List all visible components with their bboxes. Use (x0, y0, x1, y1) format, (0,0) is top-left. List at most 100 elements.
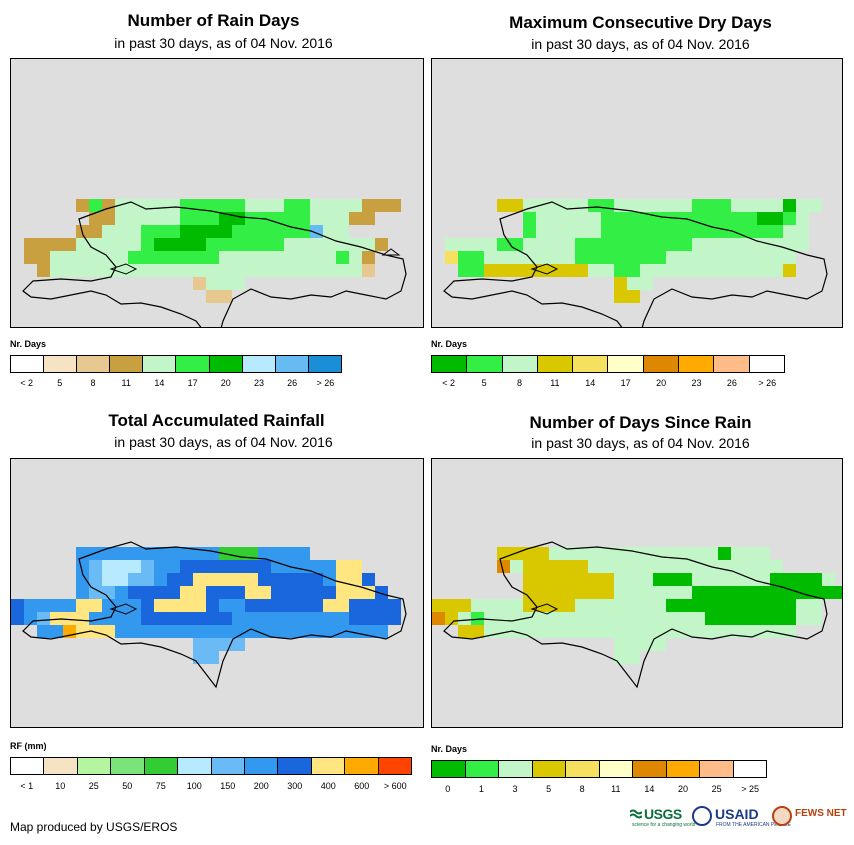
grid-cell (37, 625, 50, 638)
grid-cell (549, 560, 562, 573)
grid-cell (362, 586, 375, 599)
grid-cell (284, 586, 297, 599)
grid-cell (89, 560, 102, 573)
grid-cell (167, 612, 180, 625)
grid-cell (11, 612, 24, 625)
grid-cell (796, 573, 809, 586)
legend-swatch (599, 761, 633, 777)
grid-cell (627, 560, 640, 573)
grid-cell (102, 264, 115, 277)
grid-cell (757, 547, 770, 560)
legend-label: > 26 (316, 378, 335, 388)
grid-cell (128, 625, 141, 638)
grid-cell (219, 199, 232, 212)
legend-swatch (44, 356, 78, 372)
legend-label: 23 (253, 378, 265, 388)
grid-cell (50, 612, 63, 625)
grid-cell (653, 225, 666, 238)
grid-cell (601, 199, 614, 212)
legend-label: 150 (220, 781, 236, 791)
grid-cell (731, 238, 744, 251)
grid-cell (232, 599, 245, 612)
grid-cell (24, 251, 37, 264)
legend-label: 1 (478, 784, 484, 794)
grid-cell (666, 573, 679, 586)
grid-cell (323, 625, 336, 638)
legend-label: < 1 (20, 781, 34, 791)
grid-cell (614, 225, 627, 238)
grid-cell (37, 238, 50, 251)
grid-cell (679, 612, 692, 625)
grid-cell (310, 212, 323, 225)
grid-cell (588, 560, 601, 573)
grid-cell (115, 625, 128, 638)
grid-cell (640, 599, 653, 612)
grid-cell (757, 264, 770, 277)
grid-cell (271, 560, 284, 573)
grid-cell (336, 560, 349, 573)
fews-net-seal-icon (772, 806, 792, 826)
grid-cell (523, 586, 536, 599)
grid-cell (323, 612, 336, 625)
grid-cell (258, 251, 271, 264)
grid-cell (575, 586, 588, 599)
grid-cell (128, 599, 141, 612)
grid-cell (627, 212, 640, 225)
grid-cell (37, 251, 50, 264)
legend-swatch (532, 761, 566, 777)
grid-cell (796, 225, 809, 238)
grid-cell (575, 612, 588, 625)
grid-cell (640, 238, 653, 251)
grid-cell (128, 573, 141, 586)
grid-cell (731, 599, 744, 612)
grid-cell (705, 212, 718, 225)
grid-cell (271, 625, 284, 638)
grid-cell (271, 199, 284, 212)
grid-cell (627, 625, 640, 638)
grid-cell (627, 651, 640, 664)
grid-cell (89, 199, 102, 212)
grid-cell (167, 625, 180, 638)
grid-cell (718, 625, 731, 638)
grid-cell (167, 599, 180, 612)
grid-cell (349, 586, 362, 599)
grid-cell (375, 625, 388, 638)
grid-cell (770, 264, 783, 277)
grid-cell (206, 199, 219, 212)
grid-cell (718, 547, 731, 560)
grid-cell (115, 573, 128, 586)
grid-cell (588, 251, 601, 264)
grid-cell (796, 586, 809, 599)
legend-label: 5 (481, 378, 487, 388)
legend-swatch (345, 758, 379, 774)
grid-cell (336, 225, 349, 238)
grid-cell (167, 547, 180, 560)
grid-cell (484, 251, 497, 264)
grid-cell (115, 547, 128, 560)
grid-cell (24, 599, 37, 612)
grid-cell (245, 573, 258, 586)
grid-cell (575, 560, 588, 573)
grid-cell (549, 573, 562, 586)
grid-cell (549, 612, 562, 625)
grid-cell (471, 264, 484, 277)
grid-cell (744, 264, 757, 277)
grid-cell (796, 599, 809, 612)
grid-cell (63, 264, 76, 277)
grid-cell (310, 612, 323, 625)
grid-cell (63, 238, 76, 251)
grid-cell (757, 238, 770, 251)
grid-cell (770, 212, 783, 225)
grid-cell (705, 586, 718, 599)
grid-cell (63, 599, 76, 612)
grid-cell (258, 625, 271, 638)
grid-cell (744, 573, 757, 586)
grid-cell (180, 225, 193, 238)
grid-cell (718, 199, 731, 212)
grid-cell (258, 264, 271, 277)
grid-cell (484, 612, 497, 625)
grid-cell (510, 199, 523, 212)
grid-cell (601, 225, 614, 238)
grid-cell (167, 264, 180, 277)
grid-cell (76, 625, 89, 638)
